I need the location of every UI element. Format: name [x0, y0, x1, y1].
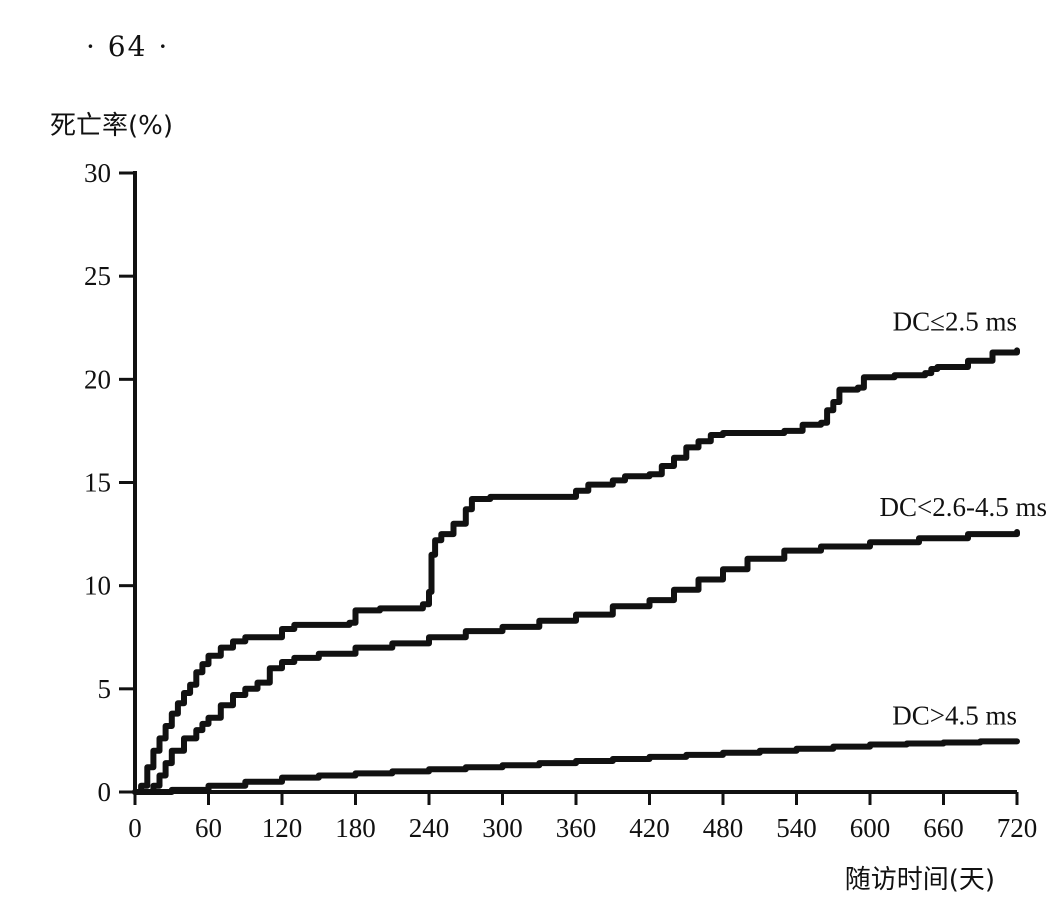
series-labels: DC≤2.5 ms DC<2.6-4.5 ms DC>4.5 ms — [880, 306, 1047, 730]
series-line-1 — [132, 347, 1020, 795]
x-tick-label: 540 — [776, 813, 817, 843]
x-tick-label: 360 — [556, 813, 597, 843]
y-tick-label: 15 — [84, 468, 111, 498]
x-tick-label: 600 — [850, 813, 891, 843]
y-tick-label: 10 — [84, 571, 111, 601]
x-tick-label: 480 — [703, 813, 744, 843]
x-tick-label: 0 — [128, 813, 142, 843]
y-tick-label: 0 — [98, 777, 112, 807]
y-tick-label: 20 — [84, 364, 111, 394]
x-tick-label: 300 — [482, 813, 523, 843]
series-line-3 — [132, 738, 1020, 795]
series-line-2 — [132, 529, 1020, 795]
series-lines — [132, 347, 1020, 795]
y-axis-title: 死亡率(%) — [50, 111, 173, 141]
y-tick-label: 25 — [84, 261, 111, 291]
page-number: · 64 · — [86, 30, 170, 63]
series-label-2: DC<2.6-4.5 ms — [880, 492, 1047, 522]
x-tick-label: 720 — [997, 813, 1038, 843]
series-label-1: DC≤2.5 ms — [893, 306, 1017, 336]
x-tick-label: 180 — [335, 813, 376, 843]
x-tick-label: 660 — [923, 813, 964, 843]
x-tick-label: 60 — [195, 813, 222, 843]
x-tick-label: 240 — [409, 813, 450, 843]
y-tick-label: 30 — [84, 158, 111, 188]
axes — [119, 171, 1019, 805]
x-axis-title: 随访时间(天) — [845, 865, 995, 895]
x-tick-label: 420 — [629, 813, 670, 843]
y-tick-label: 5 — [98, 674, 112, 704]
x-tick-label: 120 — [262, 813, 303, 843]
series-label-3: DC>4.5 ms — [892, 700, 1017, 730]
